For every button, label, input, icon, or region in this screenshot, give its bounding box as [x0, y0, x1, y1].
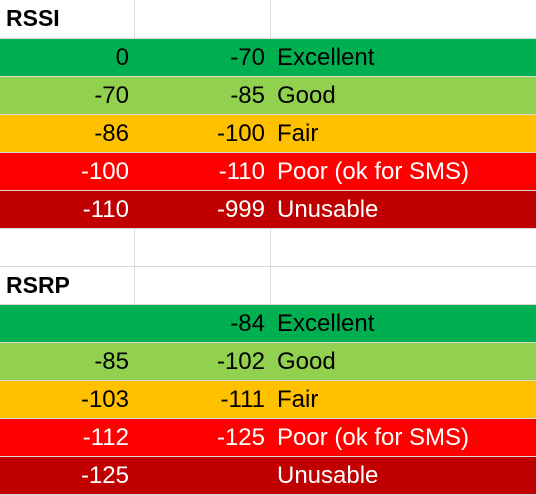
rsrp-row-fair: -103 -111 Fair [0, 381, 536, 419]
rssi-row-good: -70 -85 Good [0, 77, 536, 115]
rssi-label-cell[interactable]: Fair [277, 120, 319, 147]
rssi-from-cell[interactable]: -100 [80, 158, 129, 185]
empty-cell[interactable] [271, 267, 536, 304]
rssi-row-unusable: -110 -999 Unusable [0, 191, 536, 229]
rsrp-from-cell[interactable] [0, 305, 135, 342]
rssi-label-cell[interactable]: Unusable [277, 196, 379, 223]
rssi-label-cell[interactable]: Poor (ok for SMS) [277, 158, 470, 185]
rsrp-title[interactable]: RSRP [0, 267, 135, 304]
empty-cell[interactable] [271, 0, 536, 38]
rsrp-from-cell[interactable]: -125 [80, 462, 129, 489]
rsrp-label-cell[interactable]: Excellent [277, 310, 375, 337]
rssi-from-cell[interactable]: -110 [82, 196, 129, 223]
rsrp-from-cell[interactable]: -103 [80, 386, 129, 413]
rssi-row-fair: -86 -100 Fair [0, 115, 536, 153]
rssi-from-cell[interactable]: 0 [115, 44, 129, 71]
rsrp-to-cell[interactable]: -111 [220, 386, 265, 413]
rssi-header-row: RSSI [0, 0, 536, 39]
rsrp-label-cell[interactable]: Good [277, 348, 336, 375]
rsrp-label-cell[interactable]: Unusable [277, 462, 379, 489]
rssi-to-cell[interactable]: -70 [230, 44, 265, 71]
rssi-to-cell[interactable]: -85 [230, 82, 265, 109]
rsrp-to-cell[interactable]: -125 [216, 424, 265, 451]
rssi-title[interactable]: RSSI [0, 0, 135, 38]
rssi-row-excellent: 0 -70 Excellent [0, 39, 536, 77]
rssi-label-cell[interactable]: Good [277, 82, 336, 109]
rsrp-to-cell[interactable]: -84 [230, 310, 265, 337]
rsrp-header-row: RSRP [0, 267, 536, 305]
rsrp-to-cell[interactable]: -102 [216, 348, 265, 375]
empty-cell[interactable] [271, 229, 536, 266]
rsrp-row-poor: -112 -125 Poor (ok for SMS) [0, 419, 536, 457]
rsrp-label-cell[interactable]: Poor (ok for SMS) [277, 424, 470, 451]
rssi-from-cell[interactable]: -70 [94, 82, 129, 109]
rsrp-label-cell[interactable]: Fair [277, 386, 319, 413]
rsrp-row-unusable: -125 Unusable [0, 457, 536, 495]
rssi-row-poor: -100 -110 Poor (ok for SMS) [0, 153, 536, 191]
rssi-to-cell[interactable]: -110 [218, 158, 265, 185]
rsrp-row-good: -85 -102 Good [0, 343, 536, 381]
empty-cell[interactable] [135, 229, 271, 266]
rsrp-from-cell[interactable]: -85 [94, 348, 129, 375]
rssi-to-cell[interactable]: -999 [216, 196, 265, 223]
empty-cell[interactable] [135, 0, 271, 38]
empty-cell[interactable] [135, 267, 271, 304]
rssi-from-cell[interactable]: -86 [94, 120, 129, 147]
empty-cell[interactable] [0, 229, 135, 266]
rsrp-from-cell[interactable]: -112 [82, 424, 129, 451]
rsrp-row-excellent: -84 Excellent [0, 305, 536, 343]
rssi-to-cell[interactable]: -100 [216, 120, 265, 147]
blank-row [0, 229, 536, 267]
rsrp-to-cell[interactable] [135, 457, 271, 494]
rssi-label-cell[interactable]: Excellent [277, 44, 375, 71]
